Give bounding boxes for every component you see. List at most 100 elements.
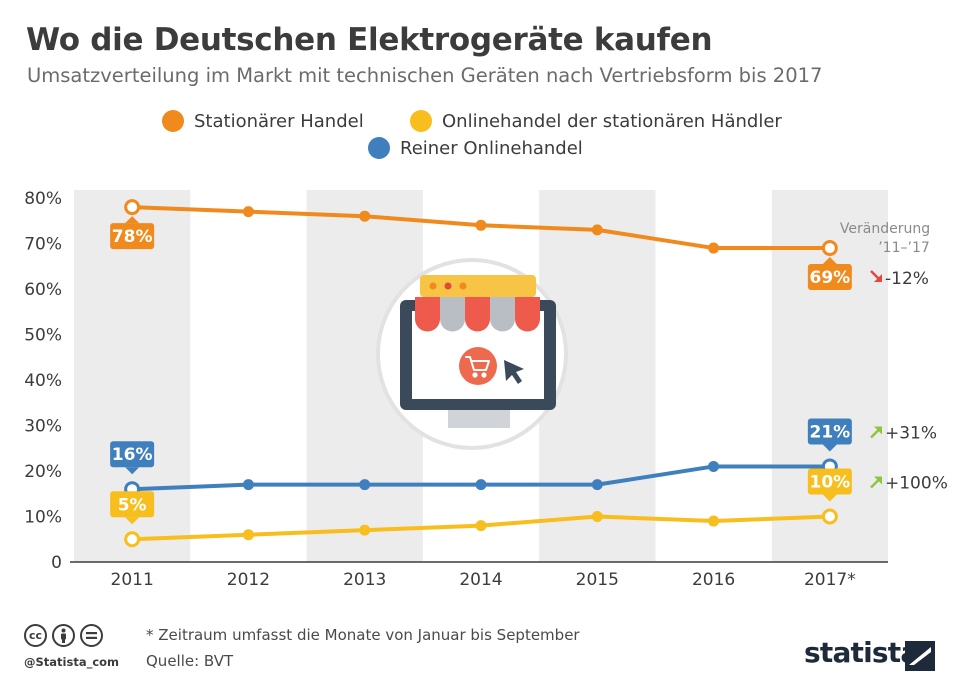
end-value-label-pointer — [822, 444, 837, 452]
legend-item-stationaer: Stationärer Handel — [162, 110, 364, 132]
arrow-up-icon — [870, 476, 882, 489]
x-tick-label: 2015 — [576, 570, 619, 590]
start-value-label-pointer — [125, 467, 140, 475]
cart-badge — [459, 347, 497, 385]
data-point — [359, 524, 371, 536]
shop-monitor-illustration — [376, 258, 568, 450]
data-point — [708, 515, 720, 527]
line-chart: 0 10% 20% 30% 40% 50% 60% 70% 80% 2011 2012 2013 201… — [24, 189, 948, 590]
data-point — [124, 199, 141, 216]
chart-subtitle: Umsatzverteilung im Markt mit technische… — [27, 64, 823, 87]
data-point — [591, 224, 603, 236]
change-value: -12% — [885, 269, 929, 289]
change-annotations: -12% +100% +31% — [870, 269, 948, 494]
data-point — [242, 206, 254, 218]
series-points — [124, 199, 838, 548]
legend-label-reiner-online: Reiner Onlinehandel — [400, 137, 583, 159]
sign-dot — [429, 282, 437, 290]
start-value-label-text: 16% — [112, 445, 153, 465]
monitor-stand — [448, 410, 510, 428]
legend-swatch-online-stationaer — [410, 110, 432, 132]
x-tick-label: 2012 — [227, 570, 270, 590]
data-point — [591, 479, 603, 491]
license-icons: cc — [24, 624, 103, 647]
start-value-label: 5% — [110, 491, 155, 525]
legend-swatch-stationaer — [162, 110, 184, 132]
statista-logo: statista — [804, 636, 919, 669]
axes: 0 10% 20% 30% 40% 50% 60% 70% 80% 2011 2012 2013 201… — [24, 189, 888, 590]
legend-item-online-stationaer: Onlinehandel der stationären Händler — [410, 110, 782, 132]
x-tick-label: 2014 — [459, 570, 502, 590]
change-header: Veränderung — [840, 221, 930, 237]
data-point — [124, 531, 141, 548]
start-value-label-box — [110, 441, 155, 468]
data-point — [359, 479, 371, 491]
sign-dot — [459, 282, 467, 290]
statista-logo-mark-icon — [905, 641, 935, 671]
change-value: +31% — [885, 423, 937, 443]
y-tick-label: 20% — [24, 462, 62, 482]
y-tick-label: 60% — [24, 280, 62, 300]
end-value-label-text: 21% — [810, 422, 851, 442]
nd-icon — [80, 624, 103, 647]
start-value-label-pointer — [125, 216, 140, 224]
data-point — [475, 520, 487, 532]
y-tick-label: 80% — [24, 189, 62, 209]
y-tick-label: 50% — [24, 326, 62, 346]
data-point — [821, 508, 838, 525]
change-header-period: ’11–’17 — [878, 240, 930, 256]
change-value: +100% — [885, 474, 948, 494]
y-tick-label: 30% — [24, 417, 62, 437]
arrow-up-icon — [870, 426, 882, 439]
legend-label-stationaer: Stationärer Handel — [194, 110, 364, 132]
data-point — [708, 460, 720, 472]
end-value-label-pointer — [822, 494, 837, 502]
end-value-label-box — [807, 264, 852, 291]
mouse-cursor-icon — [504, 360, 524, 384]
awning-icon — [415, 297, 540, 332]
y-tick-label: 40% — [24, 371, 62, 391]
arrow-down-icon — [870, 270, 882, 283]
end-value-label: 21% — [807, 418, 852, 452]
y-tick-label: 0 — [51, 553, 62, 573]
chart-title: Wo die Deutschen Elektrogeräte kaufen — [26, 22, 713, 58]
data-point — [475, 219, 487, 231]
start-value-label-pointer — [125, 517, 140, 525]
end-value-label: 10% — [807, 468, 852, 502]
data-point — [242, 529, 254, 541]
data-point — [359, 210, 371, 222]
end-value-label: 69% — [807, 257, 852, 291]
end-value-label-box — [807, 418, 852, 445]
shop-sign — [420, 275, 536, 297]
by-icon — [52, 624, 75, 647]
data-point — [475, 479, 487, 491]
start-value-label-text: 78% — [112, 227, 153, 247]
arrow-head — [874, 476, 882, 485]
legend-swatch-reiner-online — [368, 137, 390, 159]
sign-dot — [444, 282, 452, 290]
shopping-cart-icon — [465, 356, 490, 378]
y-tick-label: 70% — [24, 235, 62, 255]
y-tick-label: 10% — [24, 508, 62, 528]
data-point — [708, 242, 720, 254]
end-value-label-pointer — [822, 257, 837, 265]
start-value-label: 16% — [110, 441, 155, 475]
arrow-head — [874, 426, 882, 435]
start-value-label: 78% — [110, 216, 155, 250]
cc-icon: cc — [24, 624, 47, 647]
end-value-label-text: 10% — [810, 473, 851, 493]
x-tick-label: 2017* — [804, 570, 856, 590]
start-value-label-text: 5% — [118, 495, 147, 515]
legend-item-reiner-online: Reiner Onlinehandel — [368, 137, 583, 159]
end-value-label-text: 69% — [810, 268, 851, 288]
x-tick-label: 2016 — [692, 570, 735, 590]
arrow-head — [874, 274, 882, 283]
footnote: * Zeitraum umfasst die Monate von Januar… — [146, 626, 580, 644]
x-tick-label: 2013 — [343, 570, 386, 590]
source: Quelle: BVT — [146, 652, 234, 670]
data-point — [821, 240, 838, 257]
data-point — [242, 479, 254, 491]
legend-label-online-stationaer: Onlinehandel der stationären Händler — [442, 110, 782, 132]
data-point — [591, 511, 603, 522]
statista-handle: @Statista_com — [24, 655, 120, 669]
